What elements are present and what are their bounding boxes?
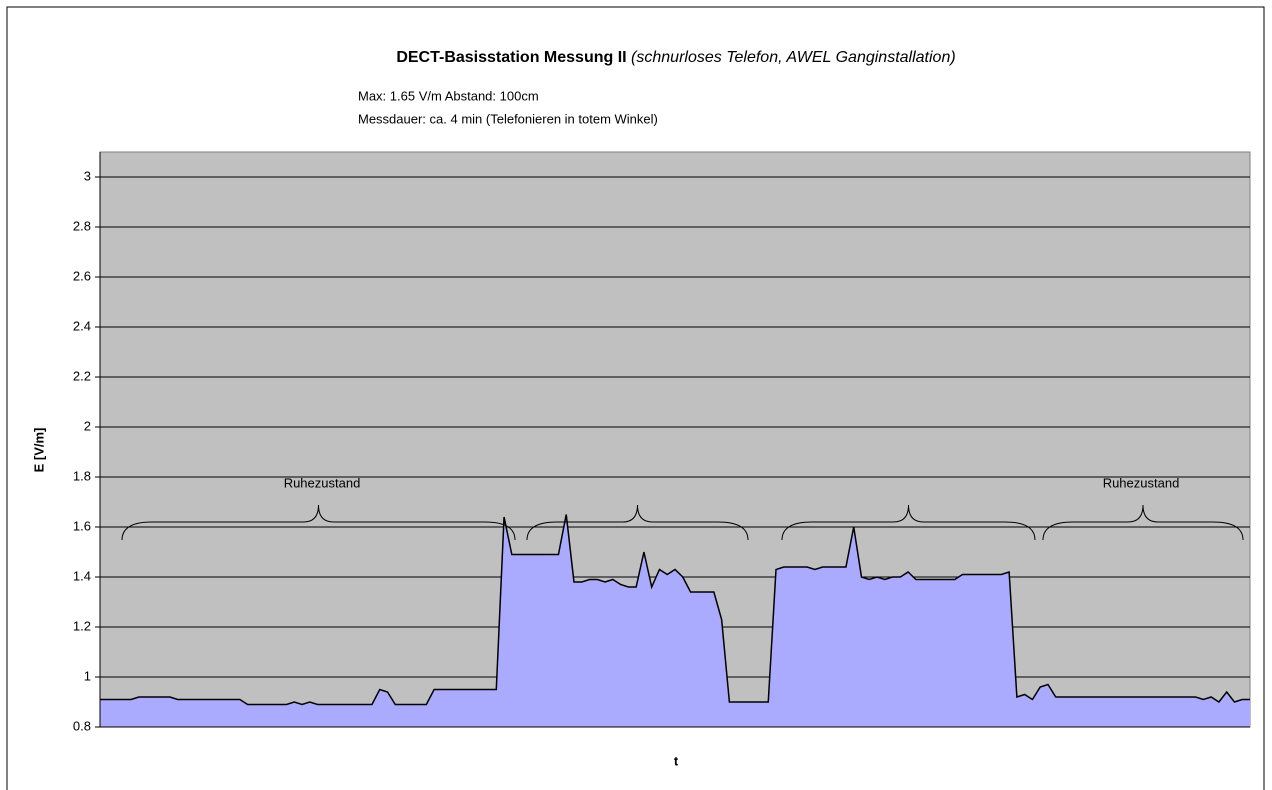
- chart-title-note: (schnurloses Telefon, AWEL Ganginstallat…: [631, 49, 956, 66]
- annotation: Ruhezustand: [1103, 475, 1180, 490]
- line: [100, 514, 1250, 706]
- y-tick-label: 1: [84, 668, 91, 683]
- brace: [121, 504, 516, 541]
- area: [100, 514, 1250, 727]
- brace: [526, 504, 749, 541]
- y-tick-label: 2: [84, 418, 91, 433]
- y-tick-label: 1.2: [73, 618, 91, 633]
- annotation: Ruhezustand: [284, 475, 361, 490]
- brace: [1042, 504, 1244, 541]
- y-tick-label: 0.8: [73, 718, 91, 733]
- y-tick-label: 3: [84, 168, 91, 183]
- y-tick-label: 2.6: [73, 268, 91, 283]
- brace: [781, 504, 1036, 541]
- subtitle: Max: 1.65 V/m Abstand: 100cm: [358, 88, 539, 103]
- y-tick-label: 2.4: [73, 318, 91, 333]
- y-tick-label: 2.2: [73, 368, 91, 383]
- y-axis-label: E [V/m]: [31, 428, 46, 473]
- y-tick-label: 1.6: [73, 518, 91, 533]
- chart-title-group: DECT-Basisstation Messung II (schnurlose…: [396, 49, 955, 66]
- subtitle: Messdauer: ca. 4 min (Telefonieren in to…: [358, 111, 658, 126]
- y-tick-label: 1.8: [73, 468, 91, 483]
- y-tick-label: 1.4: [73, 568, 91, 583]
- chart-title: DECT-Basisstation Messung II: [396, 49, 626, 66]
- y-tick-label: 2.8: [73, 218, 91, 233]
- x-axis-label: t: [674, 753, 679, 768]
